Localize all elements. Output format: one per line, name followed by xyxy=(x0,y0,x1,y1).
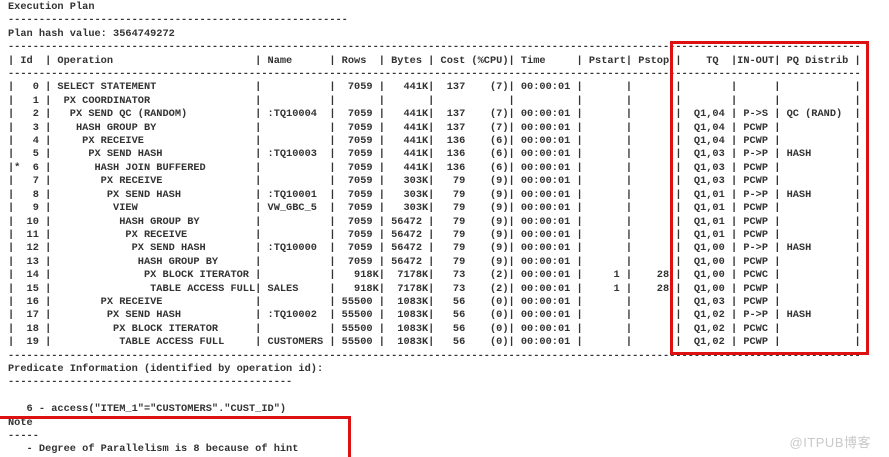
watermark-text: @ITPUB博客 xyxy=(789,435,871,450)
